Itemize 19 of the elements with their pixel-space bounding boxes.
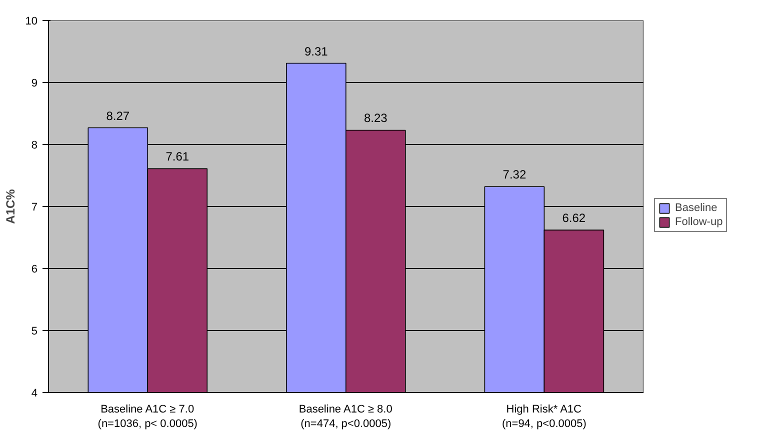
data-label: 7.61 [166, 150, 190, 164]
data-label: 8.23 [364, 111, 388, 126]
legend-label: Follow-up [675, 216, 723, 228]
data-label: 8.27 [106, 108, 130, 123]
y-axis-title: A1C% [3, 188, 18, 224]
data-label: 7.32 [502, 168, 526, 182]
data-label: 6.62 [562, 211, 586, 226]
legend-label: Baseline [675, 202, 718, 214]
y-tick-label: 5 [31, 326, 38, 338]
x-tick-label: High Risk* A1C (n=94, p<0.0005) [502, 404, 586, 430]
y-tick-label: 6 [31, 264, 38, 276]
y-tick-label: 8 [31, 140, 38, 152]
data-label: 9.31 [304, 44, 328, 58]
y-tick-label: 10 [25, 16, 38, 28]
y-tick-label: 9 [31, 78, 38, 90]
y-tick-label: 4 [31, 388, 38, 400]
x-tick-label: Baseline A1C ≥ 8.0 (n=474, p<0.0005) [298, 404, 392, 430]
x-tick-label: Baseline A1C ≥ 7.0 (n=1036, p< 0.0005) [98, 404, 198, 430]
y-tick-label: 7 [31, 202, 38, 214]
